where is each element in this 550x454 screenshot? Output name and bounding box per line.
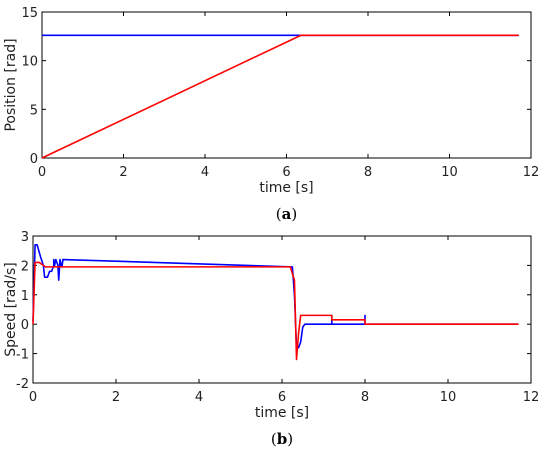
x-tick-label: 4 bbox=[195, 390, 203, 405]
y-tick-label: -2 bbox=[16, 377, 29, 392]
y-tick-label: 5 bbox=[30, 103, 38, 118]
x-tick-label: 12 bbox=[523, 165, 540, 180]
y-tick-label: 2 bbox=[21, 259, 29, 274]
x-tick-label: 2 bbox=[112, 390, 120, 405]
y-axis-label: Position [rad] bbox=[3, 38, 19, 131]
x-tick-label: 6 bbox=[282, 165, 290, 180]
x-tick-label: 8 bbox=[364, 165, 372, 180]
x-tick-label: 8 bbox=[361, 390, 369, 405]
y-tick-label: 15 bbox=[21, 6, 38, 21]
caption-open: ( bbox=[271, 430, 277, 448]
chart-position: 0 2 4 6 8 10 12 0 5 10 15 time [s] Position [rad] (a) bbox=[3, 6, 539, 223]
x-tick-label: 2 bbox=[119, 165, 127, 180]
series-line-blue bbox=[32, 244, 519, 349]
figure-caption: (b) bbox=[271, 430, 293, 448]
caption-close: ) bbox=[291, 205, 297, 223]
caption-open: ( bbox=[276, 205, 282, 223]
y-tick-label: -1 bbox=[16, 348, 29, 363]
y-tick-label: 1 bbox=[21, 289, 29, 304]
y-tick-label: 3 bbox=[21, 230, 29, 245]
y-tick-label: 0 bbox=[21, 318, 29, 333]
y-tick-label: 10 bbox=[21, 55, 38, 70]
x-tick-label: 10 bbox=[441, 165, 458, 180]
series-line-red bbox=[41, 34, 519, 159]
plot-frame bbox=[41, 11, 532, 159]
caption-close: ) bbox=[287, 430, 293, 448]
plot-frame bbox=[32, 235, 532, 384]
x-tick-label: 0 bbox=[38, 165, 46, 180]
series-line-red bbox=[32, 261, 519, 361]
x-tick-label: 4 bbox=[201, 165, 209, 180]
x-tick-label: 12 bbox=[523, 390, 540, 405]
caption-letter: a bbox=[282, 205, 292, 223]
x-tick-label: 0 bbox=[29, 390, 37, 405]
figure-caption: (a) bbox=[276, 205, 297, 223]
y-tick-label: 0 bbox=[30, 152, 38, 167]
x-tick-label: 6 bbox=[278, 390, 286, 405]
x-tick-label: 10 bbox=[440, 390, 457, 405]
x-axis-label: time [s] bbox=[255, 405, 309, 421]
caption-letter: b bbox=[277, 430, 288, 448]
x-axis-label: time [s] bbox=[259, 180, 313, 196]
y-axis-label: Speed [rad/s] bbox=[3, 262, 19, 357]
